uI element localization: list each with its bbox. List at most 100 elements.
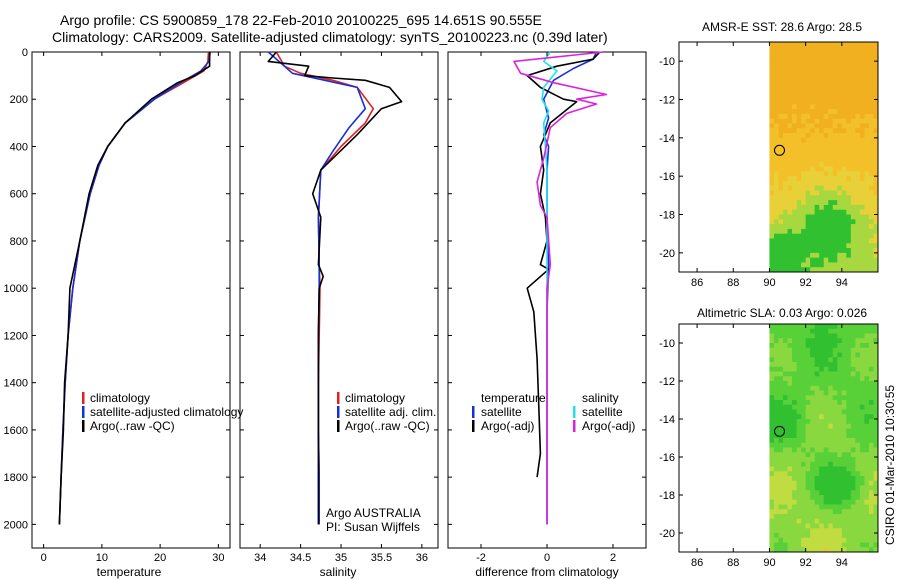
sst_map-heatmap-cell	[801, 238, 807, 244]
sst_map-heatmap-cell	[805, 123, 811, 129]
salinity-series-layer	[267, 51, 403, 525]
sla_map-heatmap-cell	[769, 480, 775, 486]
sst_map-heatmap-cell	[805, 133, 811, 139]
sla_map-heatmap-cell	[796, 528, 802, 534]
sla_map-heatmap-cell	[823, 547, 829, 553]
sla_map-heatmap-cell	[805, 352, 811, 358]
sst_map-heatmap-cell	[859, 70, 865, 76]
sla_map-heatmap-cell	[792, 400, 797, 406]
sst_map-heatmap-cell	[823, 42, 829, 48]
sst_map-heatmap-cell	[850, 99, 856, 105]
sla_map-heatmap-cell	[859, 447, 865, 453]
depth-ytick-label: 1400	[4, 378, 28, 390]
sst_map-heatmap-cell	[792, 224, 797, 230]
sst_map-heatmap-cell	[841, 42, 847, 48]
sst_map-heatmap-cell	[792, 75, 797, 81]
sst_map-heatmap-cell	[846, 204, 852, 211]
sla_map-heatmap-cell	[864, 485, 870, 491]
sst_map-heatmap-cell	[864, 228, 870, 235]
sst_map-heatmap-cell	[828, 176, 834, 182]
sst_map-heatmap-cell	[832, 109, 838, 115]
sla_map-heatmap-cell	[868, 362, 874, 368]
sla_map-heatmap-cell	[832, 457, 838, 463]
sla_map-heatmap-cell	[814, 480, 820, 486]
sst_map-heatmap-cell	[819, 262, 825, 268]
sla_map-heatmap-cell	[828, 423, 834, 429]
sla_map-heatmap-cell	[841, 523, 847, 529]
sla_map-heatmap-cell	[823, 490, 829, 496]
sla_map-heatmap-cell	[873, 542, 879, 548]
sla_map-heatmap-cell	[864, 523, 870, 529]
sla_map-heatmap-cell	[787, 537, 793, 543]
sla_map-heatmap-cell	[814, 514, 820, 520]
sst_map-heatmap-cell	[778, 228, 784, 235]
sst_map-heatmap-cell	[846, 56, 852, 62]
sst_map-heatmap-cell	[832, 238, 838, 244]
sst_map-heatmap-cell	[837, 51, 843, 57]
sla_map-heatmap-cell	[810, 343, 816, 349]
sla_map-heatmap-cell	[855, 338, 861, 344]
sla_map-heatmap-cell	[832, 347, 838, 353]
sla_map-heatmap-cell	[850, 366, 856, 372]
sst_map-heatmap-cell	[801, 233, 807, 239]
sst_map-heatmap-cell	[819, 224, 825, 230]
sst_map-heatmap-cell	[819, 51, 825, 57]
sst_map-heatmap-cell	[778, 133, 784, 139]
sla_map-heatmap-cell	[841, 537, 847, 543]
sst_map-heatmap-cell	[864, 80, 870, 86]
sst_map-heatmap-cell	[846, 209, 852, 215]
sla_map-heatmap-cell	[773, 471, 779, 477]
sla_map-heatmap-cell	[841, 499, 847, 505]
sst_map-heatmap-cell	[837, 133, 843, 139]
sla_map-heatmap-cell	[778, 414, 784, 420]
sla_map-heatmap-cell	[769, 542, 775, 548]
sst_map-heatmap-cell	[837, 109, 843, 115]
sla_map-heatmap-cell	[810, 409, 816, 415]
sst_map-heatmap-cell	[778, 166, 784, 172]
sst_map-heatmap-cell	[841, 190, 847, 196]
sst_map-heatmap-cell	[769, 56, 775, 62]
sla_map-heatmap-cell	[819, 338, 825, 344]
sst_map-heatmap-cell	[841, 152, 847, 158]
sla_map-heatmap-cell	[850, 357, 856, 363]
sst_map-heatmap-cell	[773, 118, 779, 124]
sla_map-heatmap-cell	[801, 366, 807, 372]
sst_map-heatmap-cell	[773, 65, 779, 72]
sst_map-heatmap-cell	[819, 219, 825, 225]
depth-ytick-label: 1600	[4, 425, 28, 437]
sla_map-heatmap-cell	[801, 371, 807, 377]
sla_map-heatmap-cell	[778, 371, 784, 377]
sst_map-heatmap-cell	[796, 176, 802, 182]
sla_map-heatmap-cell	[850, 400, 856, 406]
sla_map-heatmap-cell	[819, 485, 825, 491]
sla_map-heatmap-cell	[850, 352, 856, 358]
sla_map-heatmap-cell	[859, 333, 865, 339]
sla_map-heatmap-cell	[841, 533, 847, 539]
sla_map-heatmap-cell	[841, 371, 847, 377]
sla_map-heatmap-cell	[832, 537, 838, 543]
sst_map-heatmap-cell	[855, 133, 861, 139]
sst_map-heatmap-cell	[801, 214, 807, 220]
sst_map-heatmap-cell	[814, 80, 820, 86]
sla_map-heatmap-cell	[792, 357, 797, 363]
sla_map-heatmap-cell	[837, 457, 843, 463]
sla_map-heatmap-cell	[778, 395, 784, 401]
sla_map-heatmap-cell	[823, 333, 829, 339]
sla_map-heatmap-cell	[823, 433, 829, 439]
sla_map-heatmap-cell	[783, 442, 788, 448]
sst_map-heatmap-cell	[864, 65, 870, 72]
sla_map-heatmap-cell	[810, 404, 816, 410]
sst_map-heatmap-cell	[850, 252, 856, 259]
sla_map-heatmap-cell	[787, 528, 793, 534]
sla_map-heatmap-cell	[787, 343, 793, 349]
sla_map-heatmap-cell	[796, 352, 802, 358]
sla_map-heatmap-cell	[810, 471, 816, 477]
sst_map-heatmap-cell	[810, 61, 816, 67]
sst_map-heatmap-cell	[773, 147, 779, 153]
sla_map-heatmap-cell	[796, 499, 802, 505]
sst_map-heatmap-cell	[783, 61, 788, 67]
sst_map-heatmap-cell	[864, 195, 870, 201]
sst_map-heatmap-cell	[796, 161, 802, 167]
sla_map-heatmap-cell	[783, 542, 788, 548]
sst_map-heatmap-cell	[778, 257, 784, 263]
